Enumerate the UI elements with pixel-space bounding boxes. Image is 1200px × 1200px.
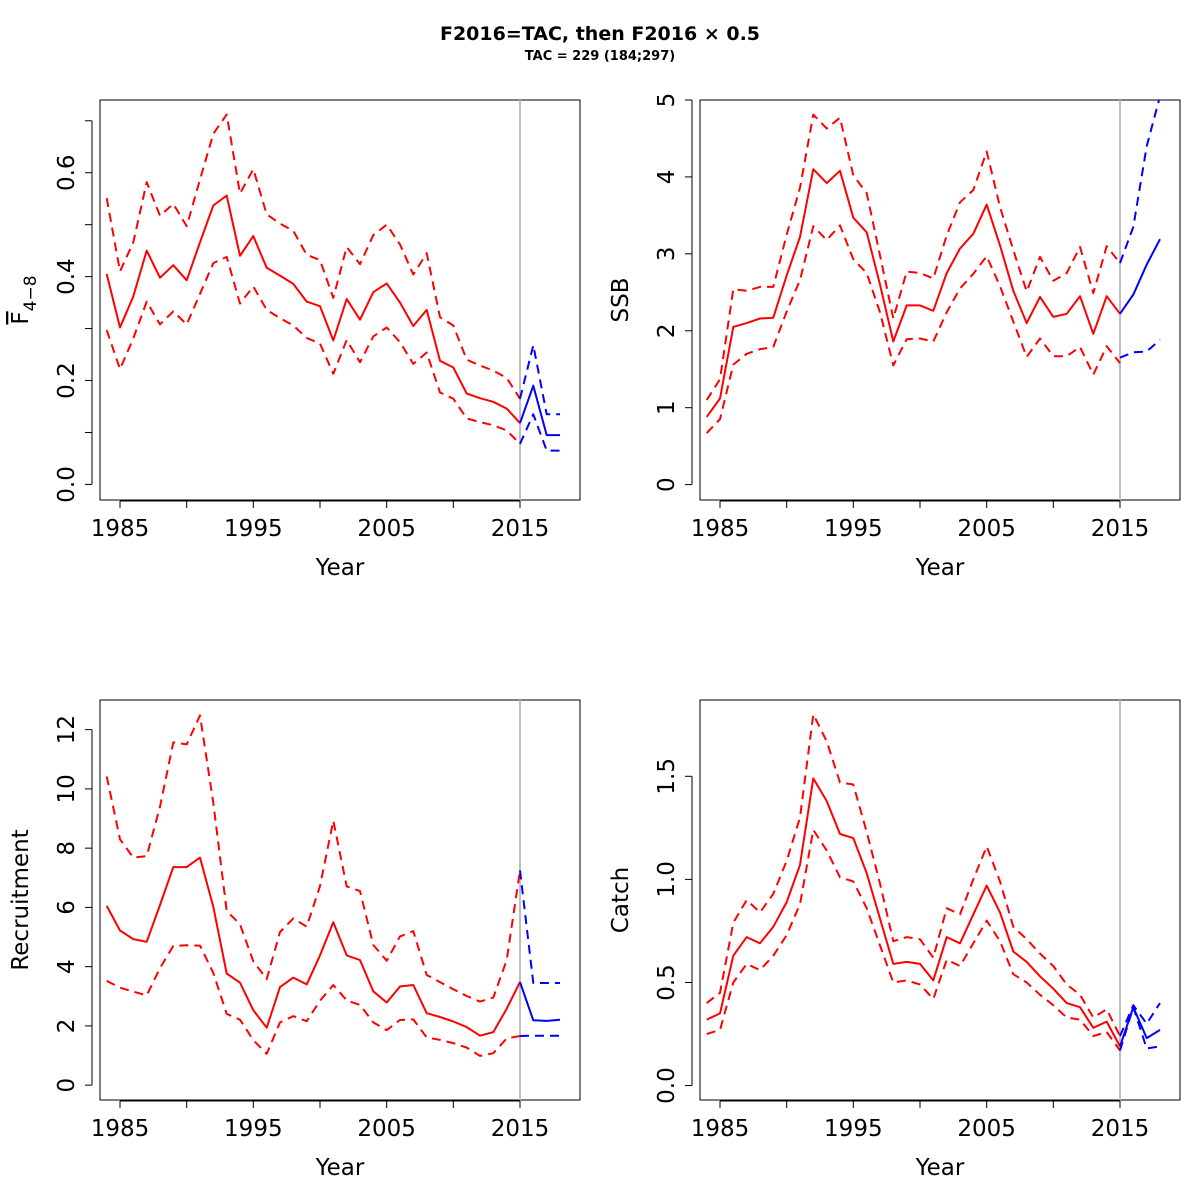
y-tick-label: 0.5 [654,964,680,1001]
x-axis-label: Year [915,555,965,581]
y-tick-label: 6 [54,900,80,915]
y-tick-label: 4 [54,959,80,974]
x-tick-label: 1995 [824,1116,883,1142]
series-forecast-line [519,384,560,437]
plot-frame [99,99,581,501]
x-tick-label: 2015 [1091,1116,1150,1142]
plot-frame [99,699,581,1101]
y-tick-label: 3 [654,247,680,262]
x-tick-label: 1985 [91,516,150,542]
y-axis-label: F4−8 [8,275,41,324]
series-upper-line [705,113,1121,401]
x-tick-label: 1995 [224,1116,283,1142]
x-tick-label: 2005 [957,1116,1016,1142]
series-forecast-line [519,981,561,1022]
x-tick-label: 2015 [1091,516,1150,542]
figure-title: F2016=TAC, then F2016 × 0.5 [440,23,760,45]
y-tick-label: 5 [654,93,680,108]
y-axis-label-subscript: 4−8 [21,275,41,311]
series-lower-line [706,828,1121,1052]
series-estimate-line [105,194,521,424]
y-tick-label: 8 [54,841,80,856]
series-estimate-line [105,856,521,1037]
series-lower-line [705,224,1121,434]
y-tick-label: 12 [54,715,80,744]
y-tick-label: 1.0 [654,861,680,898]
figure-subtitle: TAC = 229 (184;297) [525,49,675,64]
y-tick-label: 2 [654,323,680,338]
series-upper-line [105,714,521,1003]
y-tick-label: 1.5 [654,758,680,795]
x-tick-label: 2005 [357,516,416,542]
y-tick-label: 4 [654,170,680,185]
y-tick-label: 0 [654,477,680,492]
plot-frame [699,99,1181,501]
y-tick-label: 10 [54,774,80,803]
series-estimate-line [705,168,1121,418]
x-axis-label: Year [315,1155,365,1181]
x-tick-label: 1985 [691,516,750,542]
series-forecast-lower-line [519,413,560,452]
y-axis-label-main: F [8,311,34,324]
x-tick-label: 1995 [224,516,283,542]
series-lower-line [106,944,521,1057]
y-axis-label: SSB [608,278,634,323]
series-upper-line [105,113,521,400]
series-estimate-line [706,777,1121,1047]
x-tick-label: 2015 [491,1116,550,1142]
x-axis-label: Year [315,555,365,581]
series-upper-line [706,713,1121,1037]
y-axis-label: Recruitment [8,829,34,970]
y-tick-label: 0.0 [54,466,80,503]
series-lower-line [105,255,521,445]
y-tick-label: 0.2 [54,362,80,399]
y-tick-label: 0.4 [54,258,80,295]
y-tick-label: 0.6 [54,154,80,191]
series-forecast-upper-line [1119,1002,1161,1037]
x-tick-label: 1995 [824,516,883,542]
x-tick-label: 1985 [91,1116,150,1142]
y-tick-label: 0 [54,1078,80,1093]
series-forecast-upper-line [1119,100,1161,264]
panel-recruitment: 1985 1995 2005 2015 0 2 4 6 8 10 12 Year Recruitment [8,699,581,1181]
series-forecast-upper-line [519,344,560,416]
y-axis-label: Catch [608,867,634,933]
y-tick-label: 2 [54,1019,80,1034]
x-tick-label: 2005 [357,1116,416,1142]
panel-catch: 1985 1995 2005 2015 0.0 0.5 1.0 1.5 Year Catch [608,699,1181,1181]
series-forecast-line [1119,238,1161,315]
series-forecast-lower-line [1119,1006,1161,1051]
plot-frame [699,699,1181,1101]
panel-fbar: 1985 1995 2005 2015 0.0 0.2 0.4 0.6 Year F4−8 [8,99,581,581]
series-forecast-line [1119,1006,1161,1047]
x-axis-label: Year [915,1155,965,1181]
y-tick-label: 0.0 [654,1067,680,1104]
series-forecast-upper-line [519,870,560,984]
series-forecast-lower-line [1119,339,1161,359]
panel-ssb: 1985 1995 2005 2015 0 1 2 3 4 5 Year SSB [608,93,1181,581]
x-tick-label: 2005 [957,516,1016,542]
y-tick-label: 1 [654,400,680,415]
x-tick-label: 2015 [491,516,550,542]
x-tick-label: 1985 [691,1116,750,1142]
